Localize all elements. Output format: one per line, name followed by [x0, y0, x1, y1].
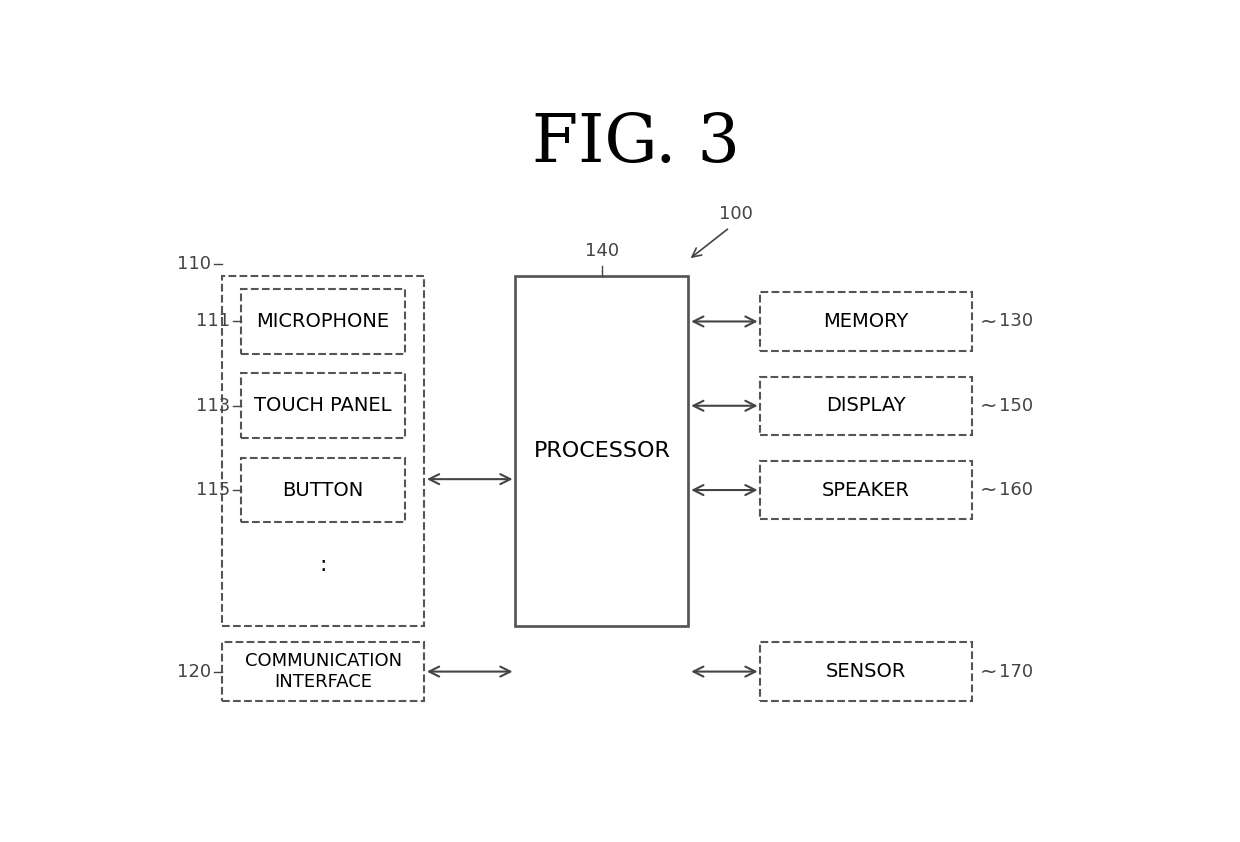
FancyBboxPatch shape: [222, 642, 424, 701]
Text: 150: 150: [998, 397, 1033, 415]
FancyBboxPatch shape: [760, 642, 972, 701]
FancyBboxPatch shape: [242, 373, 404, 438]
Text: 110: 110: [177, 255, 211, 274]
Text: 113: 113: [196, 397, 229, 415]
FancyBboxPatch shape: [242, 289, 404, 354]
Text: :: :: [320, 555, 327, 574]
Text: ~: ~: [980, 662, 997, 681]
Text: PROCESSOR: PROCESSOR: [533, 441, 671, 461]
Text: 130: 130: [998, 312, 1033, 330]
Text: DISPLAY: DISPLAY: [826, 397, 906, 415]
FancyBboxPatch shape: [760, 376, 972, 435]
FancyBboxPatch shape: [222, 276, 424, 626]
Text: 160: 160: [998, 481, 1033, 499]
Text: SPEAKER: SPEAKER: [822, 481, 910, 499]
Text: MICROPHONE: MICROPHONE: [257, 312, 389, 331]
Text: FIG. 3: FIG. 3: [532, 110, 739, 176]
FancyBboxPatch shape: [760, 461, 972, 520]
Text: MEMORY: MEMORY: [823, 312, 909, 331]
Text: 170: 170: [998, 663, 1033, 680]
FancyBboxPatch shape: [760, 292, 972, 350]
Text: ~: ~: [980, 480, 997, 500]
Text: 115: 115: [196, 481, 229, 499]
Text: 111: 111: [196, 312, 229, 330]
FancyBboxPatch shape: [516, 276, 688, 626]
Text: ~: ~: [980, 396, 997, 416]
Text: ~: ~: [980, 312, 997, 332]
Text: 100: 100: [719, 205, 754, 223]
Text: TOUCH PANEL: TOUCH PANEL: [254, 397, 392, 415]
Text: BUTTON: BUTTON: [283, 481, 363, 499]
Text: 140: 140: [585, 242, 619, 260]
FancyBboxPatch shape: [242, 458, 404, 522]
Text: SENSOR: SENSOR: [826, 662, 906, 681]
Text: 120: 120: [176, 663, 211, 680]
Text: COMMUNICATION
INTERFACE: COMMUNICATION INTERFACE: [244, 653, 402, 691]
